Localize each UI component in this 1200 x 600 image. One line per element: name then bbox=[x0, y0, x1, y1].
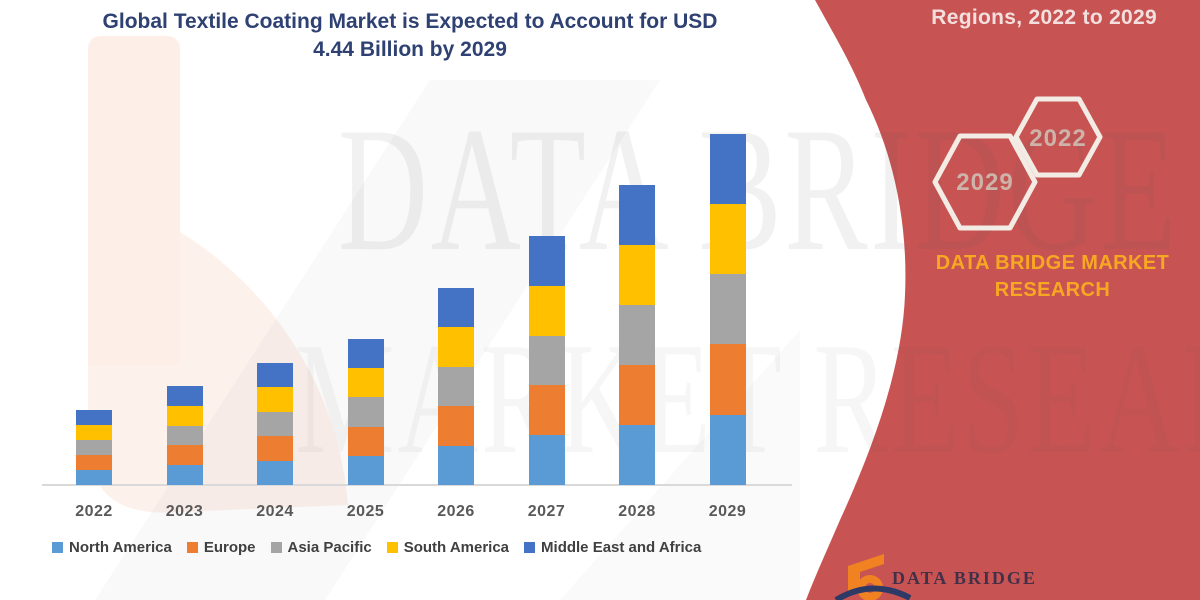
bar-segment-south-america bbox=[166, 405, 203, 426]
bar-2023 bbox=[166, 386, 203, 485]
bar-2024 bbox=[257, 362, 293, 485]
bar-segment-north-america bbox=[76, 470, 112, 485]
x-axis-label-2028: 2028 bbox=[618, 503, 656, 520]
bar-segment-south-america bbox=[257, 387, 293, 412]
bar-segment-asia-pacific bbox=[709, 274, 746, 345]
bar-segment-north-america bbox=[347, 455, 384, 485]
x-axis-line bbox=[42, 484, 792, 486]
footer-logo: DATA BRIDGE bbox=[832, 550, 1052, 600]
bar-segment-north-america bbox=[619, 425, 655, 485]
legend-swatch-north-america bbox=[52, 542, 63, 553]
bar-segment-middle-east-and-africa bbox=[438, 287, 474, 327]
brand-wordmark-line2: RESEARCH bbox=[994, 279, 1111, 301]
legend-swatch-europe bbox=[186, 542, 198, 553]
bar-segment-south-america bbox=[709, 203, 746, 275]
x-axis-label-2027: 2027 bbox=[527, 503, 566, 520]
bar-segment-europe bbox=[528, 385, 565, 436]
legend-item-north-america: North America bbox=[52, 539, 172, 556]
bar-2022 bbox=[76, 410, 112, 485]
bar-segment-north-america bbox=[166, 465, 203, 485]
x-axis-label-2026: 2026 bbox=[437, 503, 475, 520]
bar-segment-middle-east-and-africa bbox=[76, 410, 112, 425]
bar-segment-middle-east-and-africa bbox=[257, 362, 293, 387]
bar-segment-south-america bbox=[347, 368, 384, 398]
bar-segment-north-america bbox=[438, 445, 474, 485]
legend-swatch-south-america bbox=[386, 542, 398, 553]
legend-label-south-america: South America bbox=[403, 539, 510, 556]
hexagon-small-label: 2022 bbox=[1029, 125, 1087, 152]
bar-segment-europe bbox=[438, 406, 474, 446]
x-axis-label-2024: 2024 bbox=[256, 503, 294, 520]
bar-segment-middle-east-and-africa bbox=[709, 133, 746, 204]
bar-segment-europe bbox=[347, 426, 384, 456]
legend-label-asia-pacific: Asia Pacific bbox=[287, 539, 372, 556]
bar-segment-north-america bbox=[528, 435, 565, 485]
legend: North America Europe Asia Pacific South Ame… bbox=[52, 539, 701, 556]
bar-segment-south-america bbox=[438, 327, 474, 367]
bar-segment-europe bbox=[257, 436, 293, 461]
brand-wordmark: DATA BRIDGE MARKET RESEARCH bbox=[935, 250, 1170, 304]
hexagon-large-outline bbox=[932, 133, 1038, 231]
x-axis-label-2023: 2023 bbox=[165, 503, 204, 520]
bar-segment-asia-pacific bbox=[257, 411, 293, 436]
legend-label-north-america: North America bbox=[69, 539, 172, 556]
footer-logo-label: DATA BRIDGE bbox=[892, 568, 1037, 588]
bar-2025 bbox=[347, 339, 384, 485]
bar-2029 bbox=[709, 133, 746, 485]
bar-segment-asia-pacific bbox=[76, 440, 112, 455]
bar-segment-middle-east-and-africa bbox=[166, 386, 203, 406]
bar-segment-europe bbox=[619, 365, 655, 425]
bar-2026 bbox=[438, 287, 474, 485]
legend-item-middle-east-and-africa: Middle East and Africa bbox=[524, 539, 701, 556]
plot-area: 2022 2023 2024 2025 2026 2027 2028 2029 bbox=[42, 133, 792, 520]
bar-segment-south-america bbox=[528, 285, 565, 336]
chart-title-line1: Global Textile Coating Market is Expecte… bbox=[102, 10, 718, 33]
bar-segment-europe bbox=[166, 445, 203, 466]
bar-segment-europe bbox=[709, 344, 746, 415]
bar-segment-south-america bbox=[619, 245, 655, 305]
bar-2027 bbox=[528, 236, 565, 485]
x-axis-label-2022: 2022 bbox=[75, 503, 113, 520]
brand-wordmark-line1: DATA BRIDGE MARKET bbox=[935, 252, 1170, 274]
bar-segment-asia-pacific bbox=[619, 305, 655, 365]
legend-item-europe: Europe bbox=[186, 539, 256, 556]
hexagon-small-outline bbox=[1013, 96, 1103, 178]
hexagon-large-label: 2029 bbox=[956, 169, 1014, 196]
bar-segment-asia-pacific bbox=[528, 335, 565, 386]
legend-label-middle-east-and-africa: Middle East and Africa bbox=[541, 539, 702, 556]
legend-item-south-america: South America bbox=[386, 539, 510, 556]
x-axis-label-2025: 2025 bbox=[346, 503, 385, 520]
bar-segment-middle-east-and-africa bbox=[619, 185, 655, 245]
legend-swatch-middle-east-and-africa bbox=[524, 542, 536, 553]
data-bridge-logo-icon bbox=[834, 554, 912, 600]
legend-label-europe: Europe bbox=[203, 539, 256, 556]
legend-swatch-asia-pacific bbox=[270, 542, 282, 553]
bar-segment-asia-pacific bbox=[166, 425, 203, 446]
bar-segment-europe bbox=[76, 455, 112, 470]
bar-segment-middle-east-and-africa bbox=[528, 236, 565, 286]
x-axis-label-2029: 2029 bbox=[708, 503, 747, 520]
bar-segment-asia-pacific bbox=[438, 366, 474, 406]
bar-2028 bbox=[619, 185, 655, 485]
banner-heading: Regions, 2022 to 2029 bbox=[931, 6, 1157, 29]
bar-segment-north-america bbox=[709, 414, 746, 485]
legend-item-asia-pacific: Asia Pacific bbox=[270, 539, 372, 556]
pink-b-watermark bbox=[88, 36, 180, 365]
bar-segment-north-america bbox=[257, 460, 293, 485]
bar-segment-asia-pacific bbox=[347, 397, 384, 427]
bar-segment-south-america bbox=[76, 425, 112, 440]
chart-title-line2: 4.44 Billion by 2029 bbox=[313, 38, 507, 61]
chart-title: Global Textile Coating Market is Expecte… bbox=[40, 8, 780, 64]
bar-segment-middle-east-and-africa bbox=[347, 339, 384, 369]
